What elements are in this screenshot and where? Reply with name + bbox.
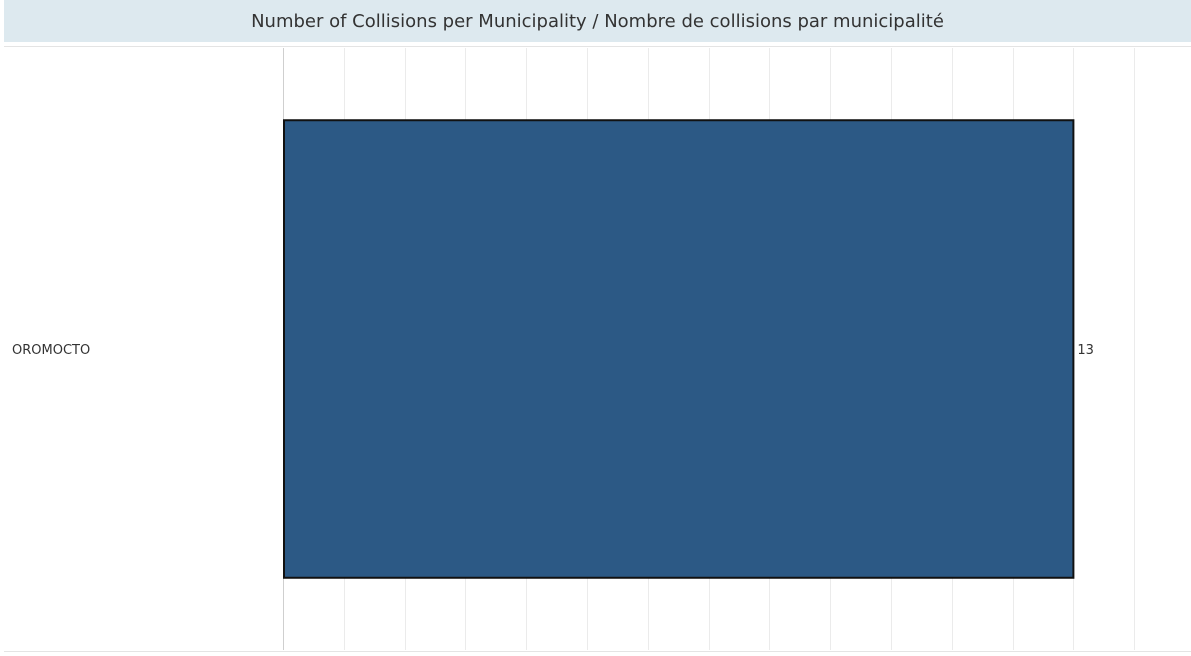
labels: OROMOCTO 13 <box>12 343 1094 358</box>
title-divider <box>4 42 1191 47</box>
chart-title-bar: Number of Collisions per Municipality / … <box>4 0 1191 42</box>
data-label: 13 <box>1077 343 1094 358</box>
category-label: OROMOCTO <box>12 343 90 358</box>
bars <box>283 119 1075 579</box>
bar-oromocto <box>283 119 1075 579</box>
chart-title: Number of Collisions per Municipality / … <box>251 10 944 32</box>
